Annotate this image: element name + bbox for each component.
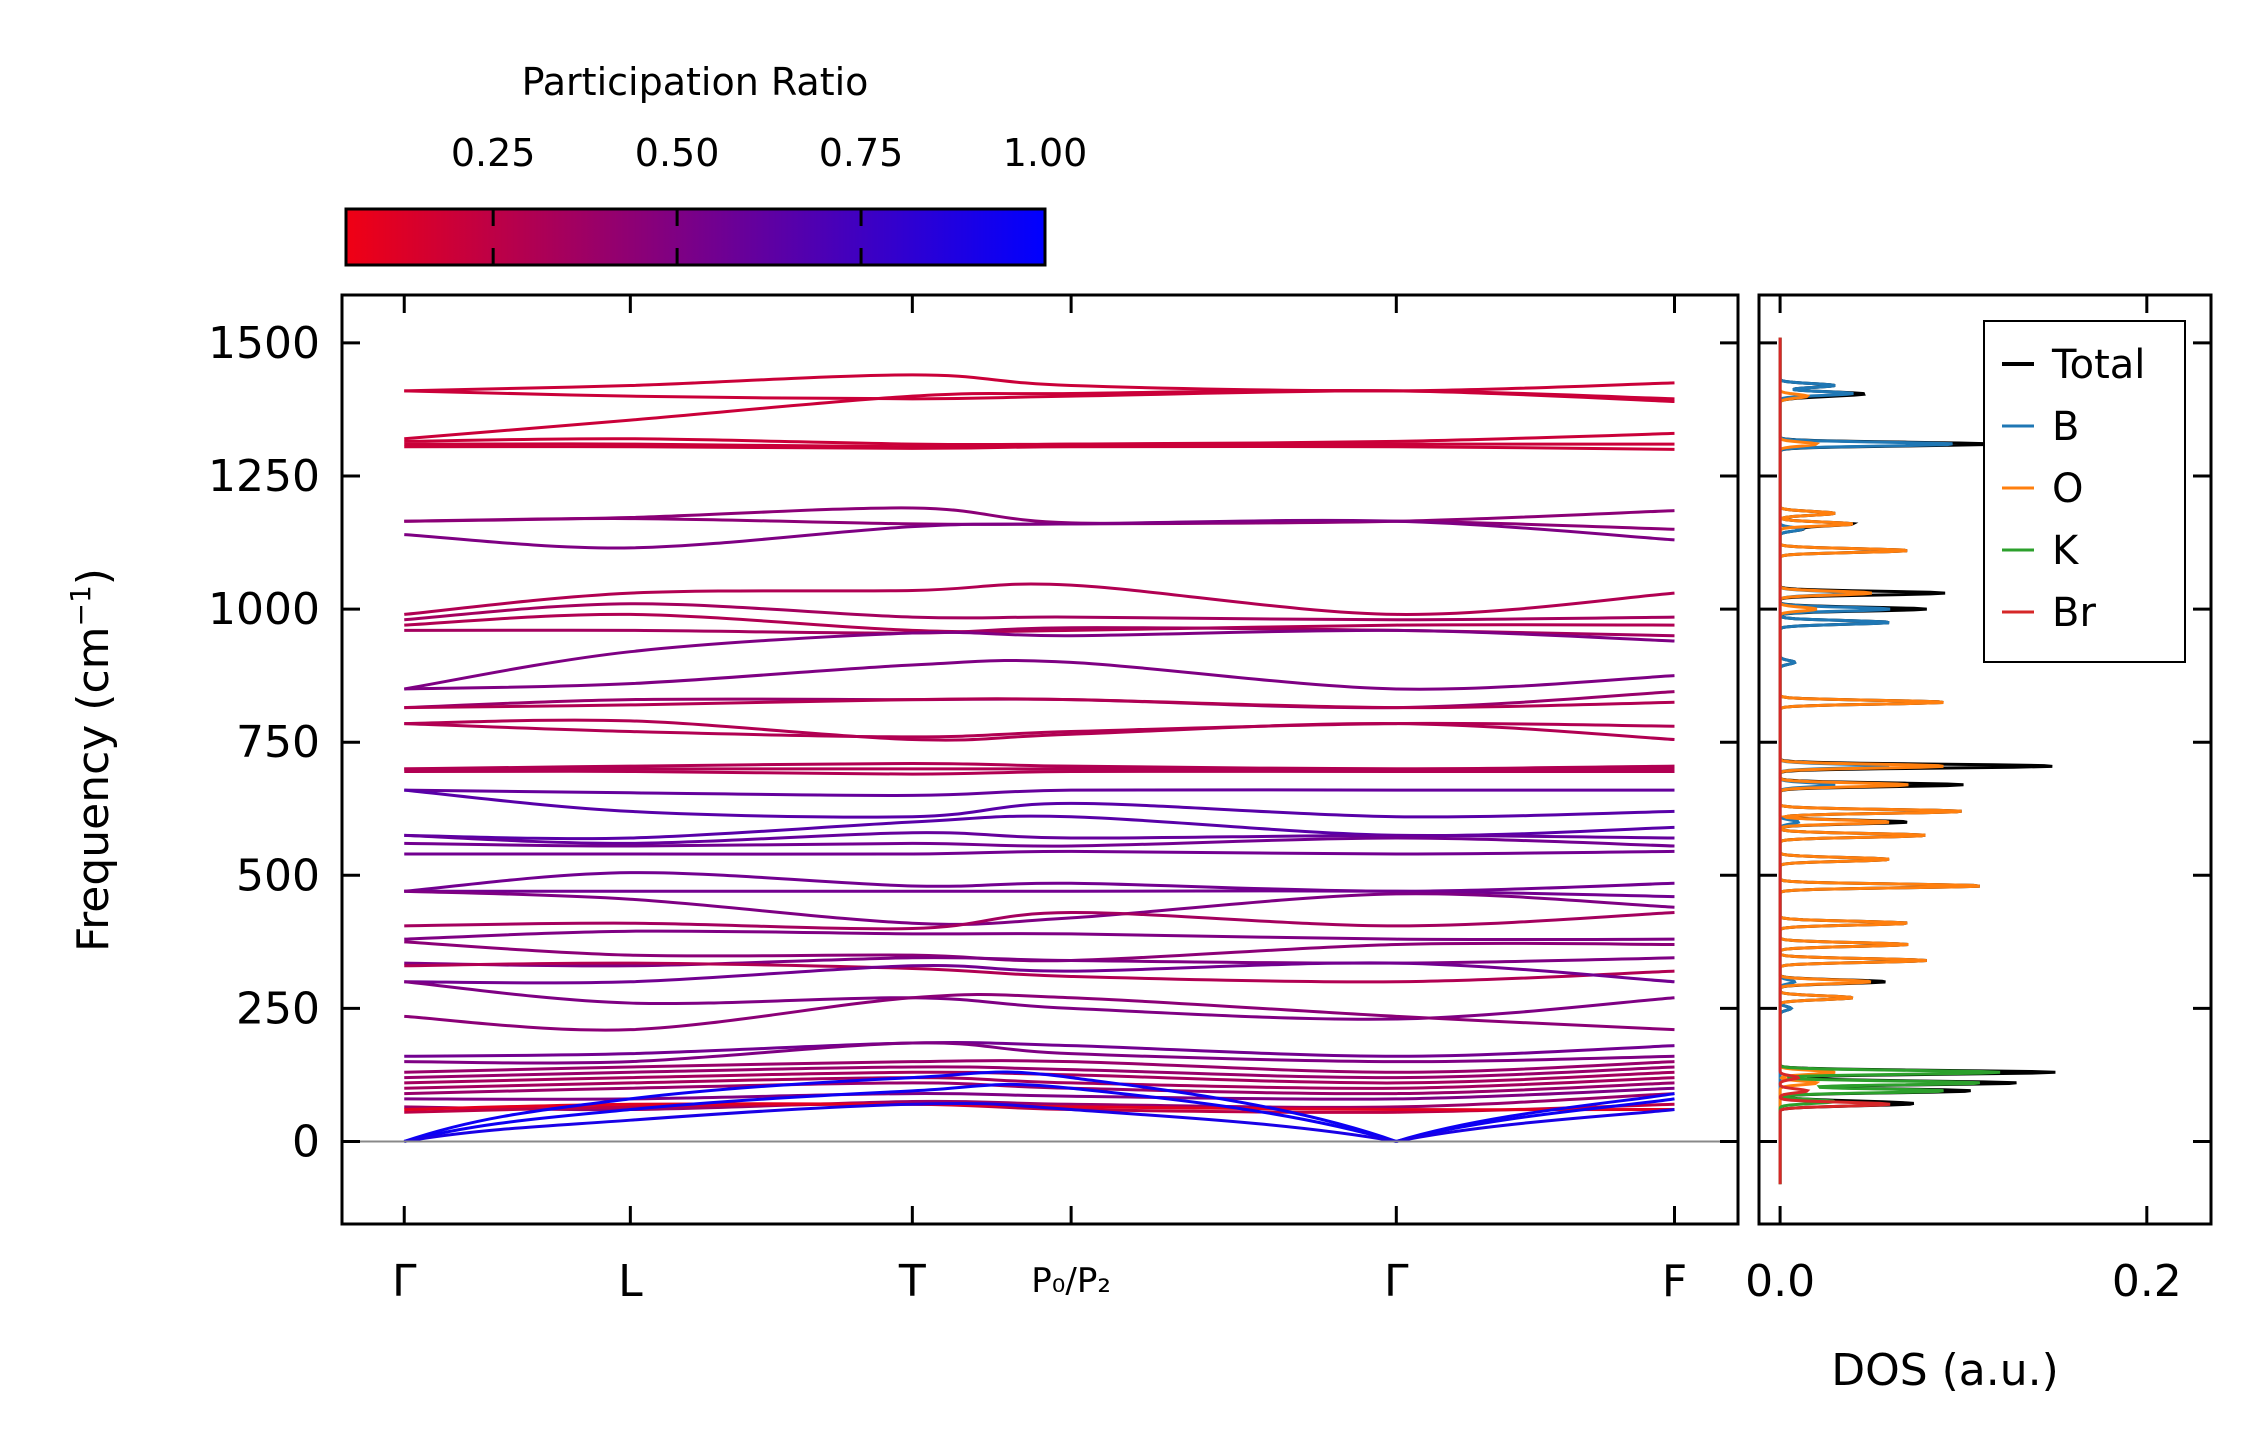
band-line-9 xyxy=(404,582,1675,616)
band-line-52 xyxy=(403,1101,1675,1144)
band-line-25 xyxy=(404,831,1675,845)
x-axis-label-dos: DOS (a.u.) xyxy=(1831,1345,2059,1396)
band-line-26 xyxy=(404,836,1675,848)
band-line-28 xyxy=(404,871,1675,893)
colorbar-ticks xyxy=(491,209,863,265)
band-line-27 xyxy=(404,849,1675,856)
legend-label-o: O xyxy=(2052,466,2083,512)
band-line-36 xyxy=(404,961,1675,985)
band-line-47 xyxy=(404,1092,1675,1112)
x-tick-label: F xyxy=(1662,1256,1687,1307)
colorbar-tick-label: 0.50 xyxy=(635,131,720,175)
band-line-51 xyxy=(403,1082,1675,1144)
band-line-29 xyxy=(404,889,1675,899)
legend-label-b: B xyxy=(2052,404,2079,450)
band-line-42 xyxy=(404,1065,1675,1080)
y-tick-label: 1250 xyxy=(208,451,320,502)
band-line-4 xyxy=(404,442,1675,449)
y-tick-label: 1500 xyxy=(208,318,320,369)
band-line-13 xyxy=(403,628,1675,691)
band-line-33 xyxy=(404,940,1675,963)
band-line-21 xyxy=(404,769,1675,776)
legend-label-br: Br xyxy=(2052,590,2096,636)
legend-label-total: Total xyxy=(2051,342,2145,388)
dos-lines xyxy=(1778,337,2056,1185)
band-lines xyxy=(403,373,1675,1144)
band-line-44 xyxy=(404,1076,1675,1090)
band-line-39 xyxy=(404,1041,1675,1058)
band-line-46 xyxy=(404,1086,1675,1101)
dos-axes: 0.0 0.2 xyxy=(1745,295,2182,1307)
band-line-30 xyxy=(404,889,1675,926)
colorbar-tick-label: 1.00 xyxy=(1003,131,1088,175)
x-tick-label: Γ xyxy=(392,1256,417,1307)
band-line-37 xyxy=(404,980,1675,1021)
colorbar-tick-label: 0.25 xyxy=(451,131,536,175)
y-tick-label: 500 xyxy=(236,850,320,901)
band-line-23 xyxy=(404,788,1675,819)
band-line-11 xyxy=(404,612,1675,634)
band-line-34 xyxy=(404,956,1675,968)
band-line-22 xyxy=(404,788,1675,797)
band-line-41 xyxy=(404,1059,1675,1074)
band-line-32 xyxy=(404,929,1675,942)
band-line-5 xyxy=(404,444,1675,451)
legend-box xyxy=(1983,320,2186,663)
dos-x-tick-label: 0.2 xyxy=(2112,1256,2182,1307)
band-line-48 xyxy=(404,1102,1675,1114)
band-line-31 xyxy=(404,911,1675,931)
band-plot-frame xyxy=(340,293,1740,1226)
x-tick-label: Γ xyxy=(1384,1256,1409,1307)
band-line-16 xyxy=(404,697,1675,710)
band-line-0 xyxy=(404,373,1675,393)
y-axis-label: Frequency (cm−1) xyxy=(64,568,119,952)
y-tick-label: 750 xyxy=(236,717,320,768)
y-tick-label: 250 xyxy=(236,983,320,1034)
colorbar-tick-label: 0.75 xyxy=(819,131,904,175)
band-line-2 xyxy=(404,389,1675,441)
band-line-10 xyxy=(404,602,1675,622)
colorbar-tick-labels: 0.25 0.50 0.75 1.00 xyxy=(451,131,1087,175)
dos-line-br xyxy=(1778,337,1891,1185)
band-axes: 0 250 500 750 1000 1250 1500 Γ L T P₀/P₂ Γ F xyxy=(208,295,2211,1307)
y-tick-label: 0 xyxy=(292,1116,320,1167)
legend-label-k: K xyxy=(2052,528,2080,574)
band-line-18 xyxy=(404,718,1675,742)
legend: Total BOK Br xyxy=(1983,320,2186,663)
dos-x-tick-label: 0.0 xyxy=(1745,1256,1815,1307)
band-line-38 xyxy=(404,993,1675,1032)
band-line-8 xyxy=(404,518,1675,550)
colorbar xyxy=(344,207,1047,267)
colorbar-title: Participation Ratio xyxy=(522,60,869,104)
dos-plot-frame xyxy=(1757,293,2213,1226)
band-line-35 xyxy=(404,961,1675,984)
x-tick-label: T xyxy=(898,1256,926,1307)
x-tick-label: P₀/P₂ xyxy=(1031,1261,1111,1301)
band-line-14 xyxy=(404,658,1675,691)
y-tick-label: 1000 xyxy=(208,584,320,635)
band-line-40 xyxy=(404,1041,1675,1065)
x-tick-label: L xyxy=(618,1256,643,1307)
